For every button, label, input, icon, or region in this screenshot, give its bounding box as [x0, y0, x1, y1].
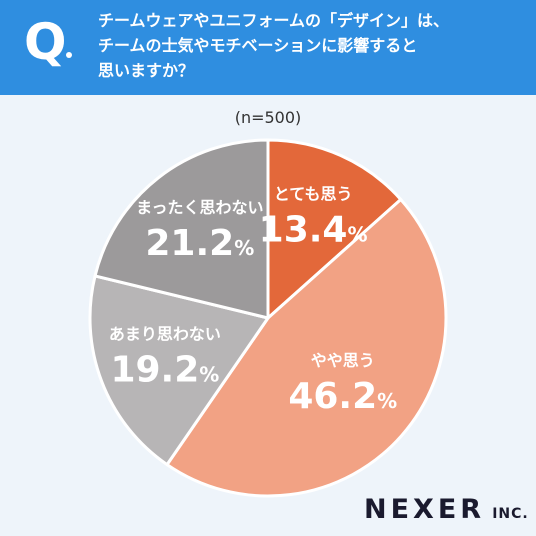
slice-value-very: 13.4%	[259, 209, 368, 250]
pie-slice-somewhat	[165, 197, 448, 498]
pie-slice-not-at-all	[93, 138, 270, 320]
pie-slice-very	[266, 138, 403, 320]
slice-label-not-much: あまり思わない	[109, 324, 221, 343]
slice-label-somewhat: やや思う	[311, 351, 375, 370]
slice-value-not-much: 19.2%	[110, 349, 219, 390]
slice-value-somewhat: 46.2%	[288, 376, 397, 417]
sample-size-label: (n=500)	[234, 108, 302, 127]
brand-name: NEXER	[364, 494, 486, 525]
slice-value-not-at-all: 21.2%	[145, 223, 254, 264]
slice-label-not-at-all: まったく思わない	[136, 198, 263, 217]
pie-slice-not-much	[88, 274, 270, 467]
question-line-2: チームの士気やモチベーションに影響すると	[98, 36, 418, 55]
question-line-1: チームウェアやユニフォームの「デザイン」は、	[98, 11, 450, 30]
slice-label-very: とても思う	[274, 184, 353, 203]
brand-suffix: INC.	[492, 506, 529, 522]
question-text: チームウェアやユニフォームの「デザイン」は、 チームの士気やモチベーションに影響…	[98, 8, 518, 83]
question-header: Q チームウェアやユニフォームの「デザイン」は、 チームの士気やモチベーションに…	[0, 0, 536, 95]
nexer-logo: NEXER INC.	[364, 494, 529, 525]
question-mark: Q	[24, 13, 67, 71]
question-dot	[66, 52, 72, 58]
question-line-3: 思いますか？	[98, 61, 195, 80]
